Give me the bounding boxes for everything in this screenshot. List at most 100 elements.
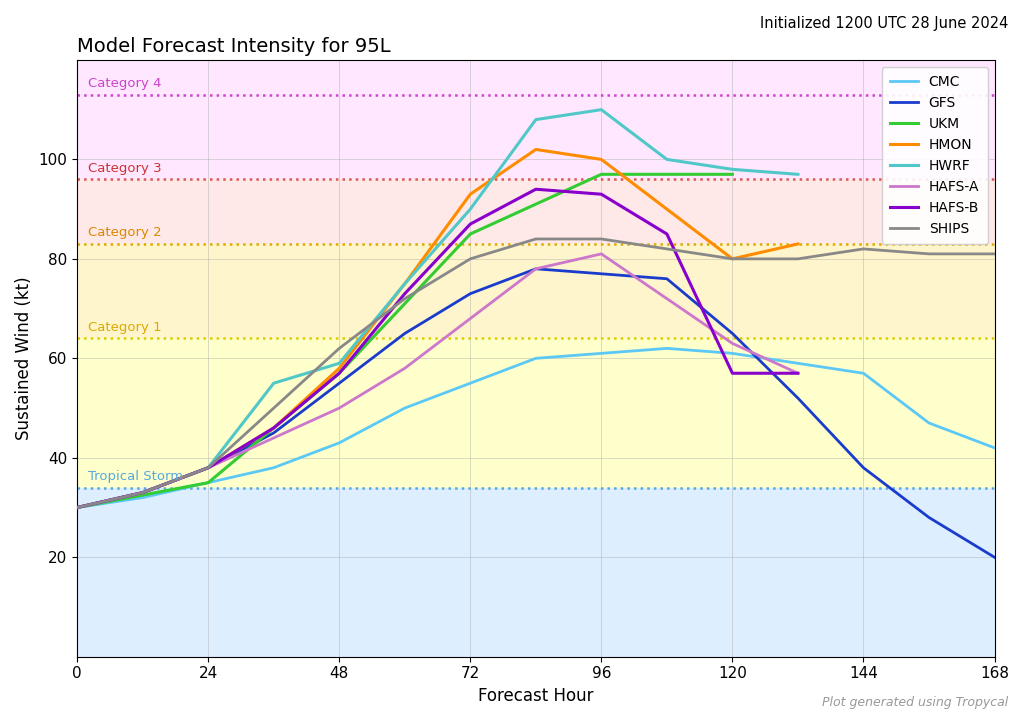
GFS — [333, 379, 345, 387]
SHIPS — [988, 250, 1000, 258]
CMC — [988, 444, 1000, 452]
CMC — [333, 438, 345, 447]
GFS — [267, 428, 280, 437]
Legend: CMC, GFS, UKM, HMON, HWRF, HAFS-A, HAFS-B, SHIPS: CMC, GFS, UKM, HMON, HWRF, HAFS-A, HAFS-… — [882, 67, 987, 244]
HAFS-B — [71, 503, 83, 512]
GFS — [857, 464, 869, 472]
HAFS-B — [267, 423, 280, 432]
Line: HAFS-A: HAFS-A — [77, 254, 798, 508]
HAFS-B — [726, 369, 738, 377]
HWRF — [595, 105, 607, 114]
Text: Category 3: Category 3 — [88, 162, 162, 175]
HAFS-B — [202, 464, 214, 472]
HAFS-B — [398, 289, 411, 298]
HWRF — [529, 115, 542, 124]
CMC — [398, 404, 411, 413]
UKM — [464, 230, 476, 238]
CMC — [136, 493, 148, 502]
HMON — [202, 464, 214, 472]
GFS — [71, 503, 83, 512]
GFS — [923, 513, 935, 522]
CMC — [792, 359, 804, 368]
CMC — [923, 418, 935, 427]
HAFS-B — [792, 369, 804, 377]
SHIPS — [857, 245, 869, 253]
GFS — [660, 274, 673, 283]
Line: CMC: CMC — [77, 348, 994, 508]
SHIPS — [202, 464, 214, 472]
HWRF — [792, 170, 804, 179]
HAFS-A — [464, 314, 476, 323]
GFS — [595, 269, 607, 278]
HAFS-B — [464, 220, 476, 228]
HWRF — [464, 204, 476, 213]
HMON — [267, 423, 280, 432]
HAFS-B — [595, 190, 607, 199]
SHIPS — [923, 250, 935, 258]
HMON — [726, 255, 738, 264]
GFS — [202, 464, 214, 472]
HMON — [660, 204, 673, 213]
Text: Category 1: Category 1 — [88, 321, 162, 334]
HAFS-B — [529, 185, 542, 194]
HAFS-B — [136, 488, 148, 497]
HAFS-A — [71, 503, 83, 512]
SHIPS — [464, 255, 476, 264]
SHIPS — [267, 404, 280, 413]
HWRF — [71, 503, 83, 512]
Text: Tropical Storm: Tropical Storm — [88, 470, 183, 483]
SHIPS — [398, 294, 411, 303]
HAFS-A — [660, 294, 673, 303]
SHIPS — [595, 235, 607, 243]
HWRF — [726, 165, 738, 174]
UKM — [726, 170, 738, 179]
HWRF — [202, 464, 214, 472]
Line: SHIPS: SHIPS — [77, 239, 994, 508]
HMON — [529, 145, 542, 154]
Bar — [77, 487, 994, 657]
HAFS-A — [333, 404, 345, 413]
HMON — [333, 364, 345, 372]
HWRF — [398, 279, 411, 288]
CMC — [726, 349, 738, 358]
UKM — [333, 369, 345, 377]
Text: Initialized 1200 UTC 28 June 2024: Initialized 1200 UTC 28 June 2024 — [760, 16, 1009, 31]
Text: Plot generated using Tropycal: Plot generated using Tropycal — [822, 696, 1009, 709]
HAFS-A — [202, 464, 214, 472]
CMC — [202, 478, 214, 487]
CMC — [595, 349, 607, 358]
CMC — [71, 503, 83, 512]
HMON — [398, 279, 411, 288]
X-axis label: Forecast Hour: Forecast Hour — [478, 687, 594, 705]
Text: Category 4: Category 4 — [88, 77, 162, 90]
SHIPS — [792, 255, 804, 264]
HAFS-B — [333, 369, 345, 377]
HWRF — [660, 155, 673, 163]
HMON — [792, 240, 804, 248]
HMON — [136, 488, 148, 497]
GFS — [136, 488, 148, 497]
HAFS-A — [398, 364, 411, 372]
GFS — [988, 553, 1000, 562]
HAFS-A — [726, 339, 738, 348]
CMC — [267, 464, 280, 472]
Line: GFS: GFS — [77, 269, 994, 557]
Line: UKM: UKM — [77, 174, 732, 508]
GFS — [792, 394, 804, 402]
HMON — [595, 155, 607, 163]
HWRF — [333, 359, 345, 368]
HMON — [464, 190, 476, 199]
SHIPS — [660, 245, 673, 253]
UKM — [595, 170, 607, 179]
HAFS-A — [267, 433, 280, 442]
Line: HMON: HMON — [77, 150, 798, 508]
Y-axis label: Sustained Wind (kt): Sustained Wind (kt) — [15, 276, 33, 440]
Bar — [77, 338, 994, 487]
HAFS-B — [660, 230, 673, 238]
CMC — [529, 354, 542, 363]
Line: HAFS-B: HAFS-B — [77, 189, 798, 508]
HMON — [71, 503, 83, 512]
Text: Category 2: Category 2 — [88, 227, 162, 240]
UKM — [71, 503, 83, 512]
SHIPS — [726, 255, 738, 264]
